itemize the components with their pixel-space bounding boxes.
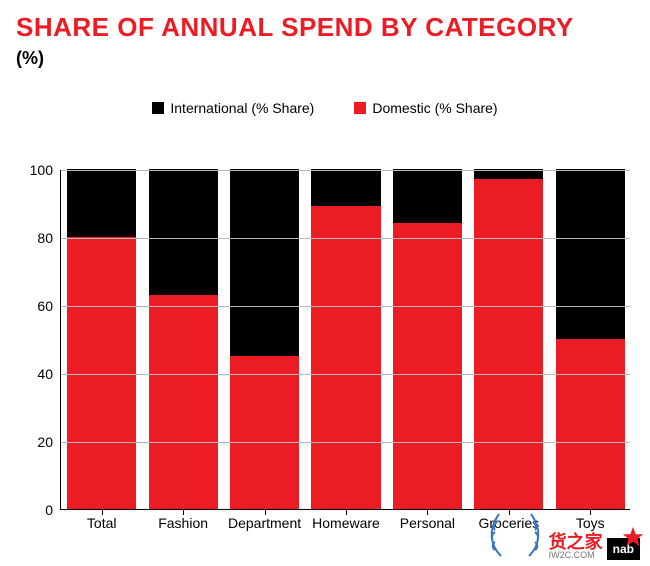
bar-segment: [556, 339, 625, 509]
legend: International (% Share) Domestic (% Shar…: [0, 100, 650, 116]
bar-segment: [311, 169, 380, 206]
legend-swatch-international: [152, 102, 164, 114]
watermark-sub-text: IW2C.COM: [549, 551, 603, 560]
ytick-label: 100: [13, 162, 61, 178]
xtick-label: Total: [61, 509, 142, 531]
gridline: [61, 374, 630, 375]
ytick-label: 20: [13, 434, 61, 450]
plot-area: 020406080100TotalFashionDepartmentHomewa…: [60, 170, 630, 510]
legend-label-international: International (% Share): [170, 100, 314, 116]
legend-item-domestic: Domestic (% Share): [354, 100, 497, 116]
xtick-label: Department: [224, 509, 305, 531]
gridline: [61, 238, 630, 239]
ytick-label: 80: [13, 230, 61, 246]
bar-segment: [149, 295, 218, 509]
nab-label: nab: [613, 542, 634, 556]
chart-subtitle: (%): [16, 48, 44, 69]
bar-segment: [474, 179, 543, 509]
nab-badge-wrap: nab: [607, 538, 640, 560]
bar-segment: [311, 206, 380, 509]
bar-group: [149, 170, 218, 509]
bar-group: [311, 170, 380, 509]
gridline: [61, 306, 630, 307]
gridline: [61, 170, 630, 171]
bar-segment: [393, 223, 462, 509]
bar-segment: [67, 237, 136, 509]
nab-badge: nab: [607, 538, 640, 560]
bar-group: [67, 170, 136, 509]
bar-group: [393, 170, 462, 509]
watermark-text-block: 货之家 IW2C.COM: [549, 533, 603, 560]
bar-segment: [556, 169, 625, 339]
ytick-label: 40: [13, 366, 61, 382]
bar-group: [556, 170, 625, 509]
xtick-label: Personal: [387, 509, 468, 531]
watermark-main-text: 货之家: [549, 533, 603, 551]
bar-segment: [230, 169, 299, 356]
bar-group: [230, 170, 299, 509]
xtick-label: Fashion: [142, 509, 223, 531]
legend-item-international: International (% Share): [152, 100, 314, 116]
legend-swatch-domestic: [354, 102, 366, 114]
bar-group: [474, 170, 543, 509]
bar-segment: [393, 169, 462, 223]
bars-container: [61, 170, 630, 509]
xtick-label: Toys: [550, 509, 631, 531]
bar-segment: [67, 169, 136, 237]
xtick-label: Homeware: [305, 509, 386, 531]
bar-segment: [149, 169, 218, 295]
chart-title: SHARE OF ANNUAL SPEND BY CATEGORY: [16, 12, 574, 43]
ytick-label: 0: [13, 502, 61, 518]
bar-segment: [230, 356, 299, 509]
ytick-label: 60: [13, 298, 61, 314]
gridline: [61, 442, 630, 443]
legend-label-domestic: Domestic (% Share): [372, 100, 497, 116]
xtick-label: Groceries: [468, 509, 549, 531]
